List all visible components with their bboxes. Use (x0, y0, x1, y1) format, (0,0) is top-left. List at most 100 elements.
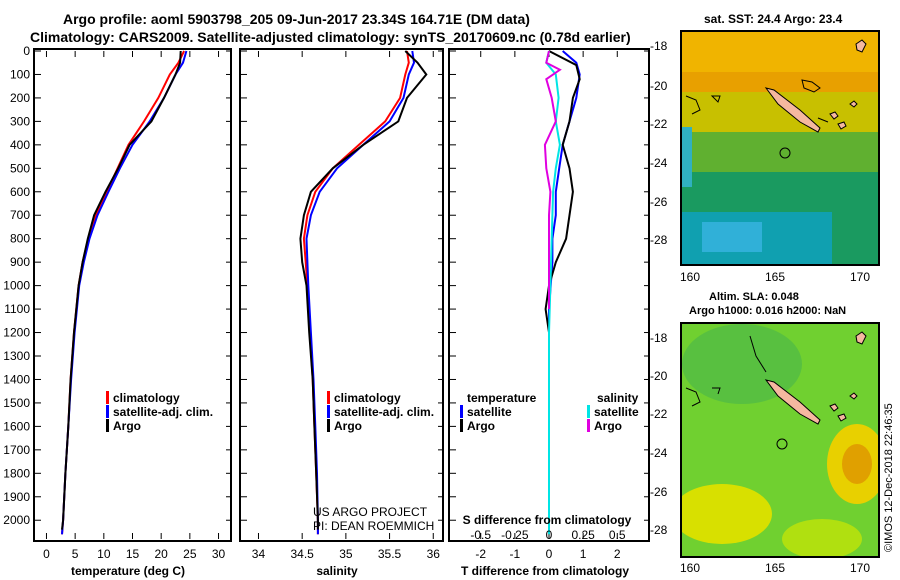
x-tick-label: 2 (614, 547, 621, 561)
sla-map-title-2: Argo h1000: 0.016 h2000: NaN (689, 305, 847, 317)
series-line (61, 50, 185, 535)
sst-west-patch (682, 127, 692, 187)
sla-mid-patch (782, 519, 862, 556)
series-line (305, 50, 416, 535)
lat-label: -18 (650, 331, 668, 345)
x-tick-label: -1 (510, 547, 521, 561)
depth-tick-label: 100 (10, 67, 30, 81)
lat-label: -28 (650, 233, 668, 247)
series-line (299, 50, 428, 530)
sst-cool-patch (702, 222, 762, 252)
x-tick-label: 20 (154, 547, 168, 561)
legend-swatch-climatology (327, 391, 330, 404)
new-caledonia-island (764, 87, 821, 133)
salinity-panel (239, 48, 444, 542)
x-tick-label: 30 (212, 547, 226, 561)
lat-label: -28 (650, 523, 668, 537)
x-tick-label: 0 (43, 547, 50, 561)
legend-swatch-satellite (106, 405, 109, 418)
depth-tick-label: 500 (10, 161, 30, 175)
lat-label: -26 (650, 195, 668, 209)
lat-label: -20 (650, 369, 668, 383)
header-line-2: Climatology: CARS2009. Satellite-adjuste… (30, 29, 631, 45)
legend-swatch-s-satellite (587, 405, 590, 418)
lat-label: -22 (650, 117, 668, 131)
series-line (543, 50, 562, 310)
sst-map-title: sat. SST: 24.4 Argo: 23.4 (704, 12, 843, 26)
s-tick-label: 0.25 (571, 528, 595, 542)
legend-t-argo: Argo (467, 419, 495, 433)
sla-peak-patch (842, 444, 872, 484)
x-tick-label: 34.5 (290, 547, 314, 561)
legend-swatch-argo (327, 419, 330, 432)
legend-satellite: satellite-adj. clim. (113, 405, 213, 419)
x-tick-label: 0 (546, 547, 553, 561)
x-tick-label: 15 (126, 547, 140, 561)
lon-label: 170 (850, 561, 871, 575)
series-line (61, 50, 182, 530)
footer-timestamp: ©IMOS 12-Dec-2018 22:46:35 (883, 403, 895, 552)
x-tick-label: 10 (97, 547, 111, 561)
x-tick-label: 1 (580, 547, 587, 561)
legend-climatology: climatology (334, 391, 401, 405)
depth-tick-label: 700 (10, 208, 30, 222)
lon-label: 160 (680, 561, 701, 575)
temperature-xlabel: temperature (deg C) (71, 564, 185, 578)
lon-label: 165 (765, 561, 786, 575)
argo-float-marker (779, 147, 791, 159)
legend-t-satellite: satellite (467, 405, 512, 419)
sla-map (680, 322, 880, 558)
legend-argo: Argo (113, 419, 141, 433)
loyalty-islands (829, 331, 867, 422)
reef-outlines (685, 79, 829, 123)
salinity-xlabel: salinity (316, 564, 358, 578)
lon-label: 170 (850, 270, 871, 284)
lon-label: 160 (680, 270, 701, 284)
legend-satellite: satellite-adj. clim. (334, 405, 434, 419)
depth-tick-label: 1100 (4, 302, 30, 316)
legend-swatch-climatology (106, 391, 109, 404)
sst-map (680, 30, 880, 266)
sla-map-title-1: Altim. SLA: 0.048 (709, 291, 799, 303)
s-tick-label: 0.5 (609, 528, 626, 542)
lat-label: -24 (650, 446, 668, 460)
lat-label: -18 (650, 39, 668, 53)
depth-tick-label: 1800 (3, 466, 30, 480)
credit-pi: PI: DEAN ROEMMICH (313, 519, 434, 533)
s-tick-label: -0.5 (470, 528, 491, 542)
depth-tick-label: 900 (10, 255, 30, 269)
credit-project: US ARGO PROJECT (313, 505, 428, 519)
depth-tick-label: 600 (10, 185, 30, 199)
legend-swatch-s-argo (587, 419, 590, 432)
legend-swatch-argo (106, 419, 109, 432)
depth-tick-label: 200 (10, 91, 30, 105)
lat-label: -20 (650, 79, 668, 93)
sst-warmest-band (682, 32, 878, 72)
depth-tick-label: 2000 (3, 513, 30, 527)
x-tick-label: 5 (72, 547, 79, 561)
difference-legend: temperature satellite Argo salinity sate… (460, 391, 639, 433)
depth-tick-label: 1600 (3, 419, 30, 433)
sst-map-field (682, 32, 878, 264)
x-tick-label: 36 (427, 547, 441, 561)
new-caledonia-island (764, 379, 821, 425)
x-tick-label: 35 (339, 547, 353, 561)
reef-outlines (685, 335, 767, 407)
sla-map-field (682, 324, 878, 556)
temperature-legend: climatology satellite-adj. clim. Argo (106, 391, 213, 433)
s-difference-label: S difference from climatology (463, 513, 632, 527)
legend-salinity-title: salinity (597, 391, 639, 405)
legend-swatch-t-argo (460, 419, 463, 432)
lon-label: 165 (765, 270, 786, 284)
depth-tick-label: 0 (23, 44, 30, 58)
x-tick-label: -2 (475, 547, 486, 561)
legend-temperature-title: temperature (467, 391, 537, 405)
argo-float-marker (776, 438, 788, 450)
difference-xlabel: T difference from climatology (461, 564, 629, 578)
x-tick-label: 34 (252, 547, 266, 561)
depth-tick-label: 1900 (3, 490, 30, 504)
lat-label: -26 (650, 485, 668, 499)
legend-s-satellite: satellite (594, 405, 639, 419)
lat-label: -22 (650, 407, 668, 421)
